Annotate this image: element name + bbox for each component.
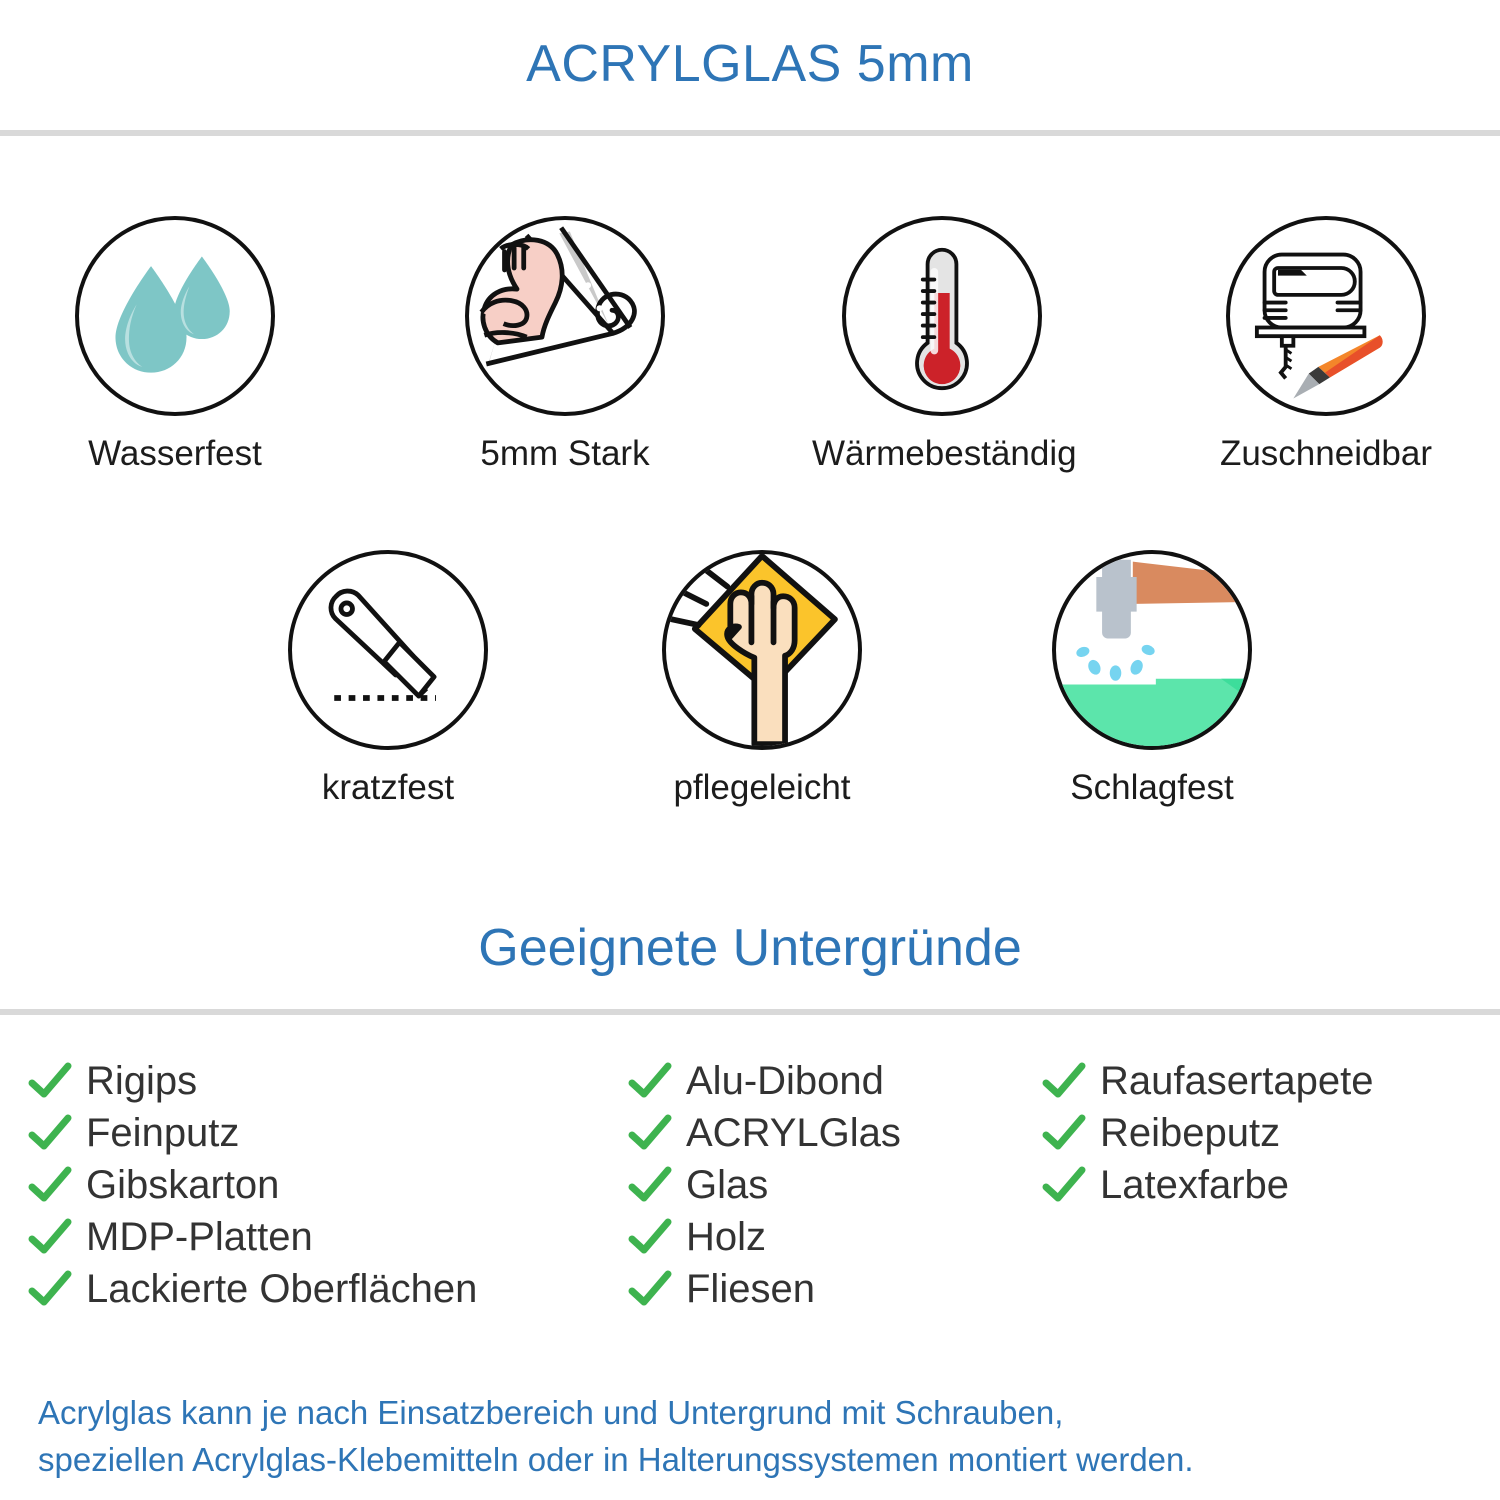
feature-label: pflegeleicht: [673, 768, 851, 807]
check-icon: [1042, 1165, 1086, 1205]
list-item: Rigips: [28, 1055, 477, 1107]
check-icon: [628, 1061, 672, 1101]
feature-kratzfest: kratzfest: [258, 550, 518, 808]
list-item: Holz: [628, 1211, 901, 1263]
substrate-list: Rigips Feinputz Gibskarton MDP-Platten L…: [0, 1055, 1500, 1345]
check-icon: [628, 1217, 672, 1257]
feature-icon-circle: [288, 550, 488, 750]
divider-top: [0, 130, 1500, 136]
list-item: Lackierte Oberflächen: [28, 1263, 477, 1315]
substrate-label: Latexfarbe: [1100, 1162, 1290, 1207]
jigsaw-cutter-icon: [1254, 252, 1383, 399]
feature-schlagfest: Schlagfest: [1022, 550, 1282, 808]
list-item: Fliesen: [628, 1263, 901, 1315]
substrate-column-3: Raufasertapete Reibeputz Latexfarbe: [1042, 1055, 1374, 1211]
list-item: Glas: [628, 1159, 901, 1211]
list-item: Feinputz: [28, 1107, 477, 1159]
check-icon: [28, 1165, 72, 1205]
feature-icon-circle: [1052, 550, 1252, 750]
feature-icon-circle: [662, 550, 862, 750]
feature-pflegeleicht: pflegeleicht: [632, 550, 892, 808]
feature-label: Wärmebeständig: [812, 434, 1077, 473]
feature-zuschneidbar: Zuschneidbar: [1196, 216, 1456, 474]
substrate-label: Lackierte Oberflächen: [86, 1266, 478, 1311]
substrate-label: ACRYLGlas: [686, 1110, 901, 1155]
feature-label: Zuschneidbar: [1219, 434, 1433, 473]
list-item: Latexfarbe: [1042, 1159, 1374, 1211]
check-icon: [28, 1269, 72, 1309]
feature-5mm-stark: 5mm Stark: [435, 216, 695, 474]
feature-icon-circle: [75, 216, 275, 416]
check-icon: [1042, 1113, 1086, 1153]
feature-waermebestaendig: Wärmebeständig: [812, 216, 1077, 474]
check-icon: [28, 1113, 72, 1153]
substrate-label: Feinputz: [86, 1110, 240, 1155]
footer-line-2: speziellen Acrylglas-Klebemitteln oder i…: [38, 1440, 1194, 1478]
list-item: ACRYLGlas: [628, 1107, 901, 1159]
check-icon: [628, 1113, 672, 1153]
substrate-label: Glas: [686, 1162, 769, 1207]
substrate-label: Fliesen: [686, 1266, 815, 1311]
substrate-label: Rigips: [86, 1058, 198, 1103]
list-item: MDP-Platten: [28, 1211, 477, 1263]
page-title: ACRYLGLAS 5mm: [526, 35, 974, 93]
check-icon: [28, 1061, 72, 1101]
feature-icon-circle: [465, 216, 665, 416]
list-item: Alu-Dibond: [628, 1055, 901, 1107]
substrate-label: Gibskarton: [86, 1162, 280, 1207]
hammer-impact-icon: [1056, 559, 1248, 746]
substrate-column-2: Alu-Dibond ACRYLGlas Glas Holz Fliesen: [628, 1055, 901, 1315]
divider-middle: [0, 1009, 1500, 1015]
water-drops-icon: [115, 256, 230, 373]
check-icon: [28, 1217, 72, 1257]
substrate-label: Reibeputz: [1100, 1110, 1281, 1155]
thermometer-icon: [915, 247, 969, 391]
flexing-arm-icon: [479, 226, 637, 367]
feature-label: Wasserfest: [88, 434, 262, 473]
feature-icon-circle: [842, 216, 1042, 416]
feature-label: kratzfest: [321, 768, 455, 807]
check-icon: [1042, 1061, 1086, 1101]
footer-line-1: Acrylglas kann je nach Einsatzbereich un…: [38, 1394, 1064, 1431]
feature-label: 5mm Stark: [480, 434, 650, 473]
footer-note: Acrylglas kann je nach Einsatzbereich un…: [38, 1390, 1478, 1484]
cutter-knife-scratch-icon: [328, 588, 437, 701]
list-item: Reibeputz: [1042, 1107, 1374, 1159]
list-item: Gibskarton: [28, 1159, 477, 1211]
feature-wasserfest: Wasserfest: [45, 216, 305, 474]
substrate-label: Alu-Dibond: [686, 1058, 884, 1103]
substrate-label: Holz: [686, 1214, 767, 1259]
feature-icon-circle: [1226, 216, 1426, 416]
check-icon: [628, 1165, 672, 1205]
substrate-label: Raufasertapete: [1100, 1058, 1374, 1103]
feature-label: Schlagfest: [1070, 768, 1234, 807]
list-item: Raufasertapete: [1042, 1055, 1374, 1107]
substrate-label: MDP-Platten: [86, 1214, 313, 1259]
section-title-untergruende: Geeignete Untergründe: [478, 919, 1022, 977]
substrate-column-1: Rigips Feinputz Gibskarton MDP-Platten L…: [28, 1055, 477, 1315]
check-icon: [628, 1269, 672, 1309]
hand-cloth-icon: [668, 554, 838, 746]
